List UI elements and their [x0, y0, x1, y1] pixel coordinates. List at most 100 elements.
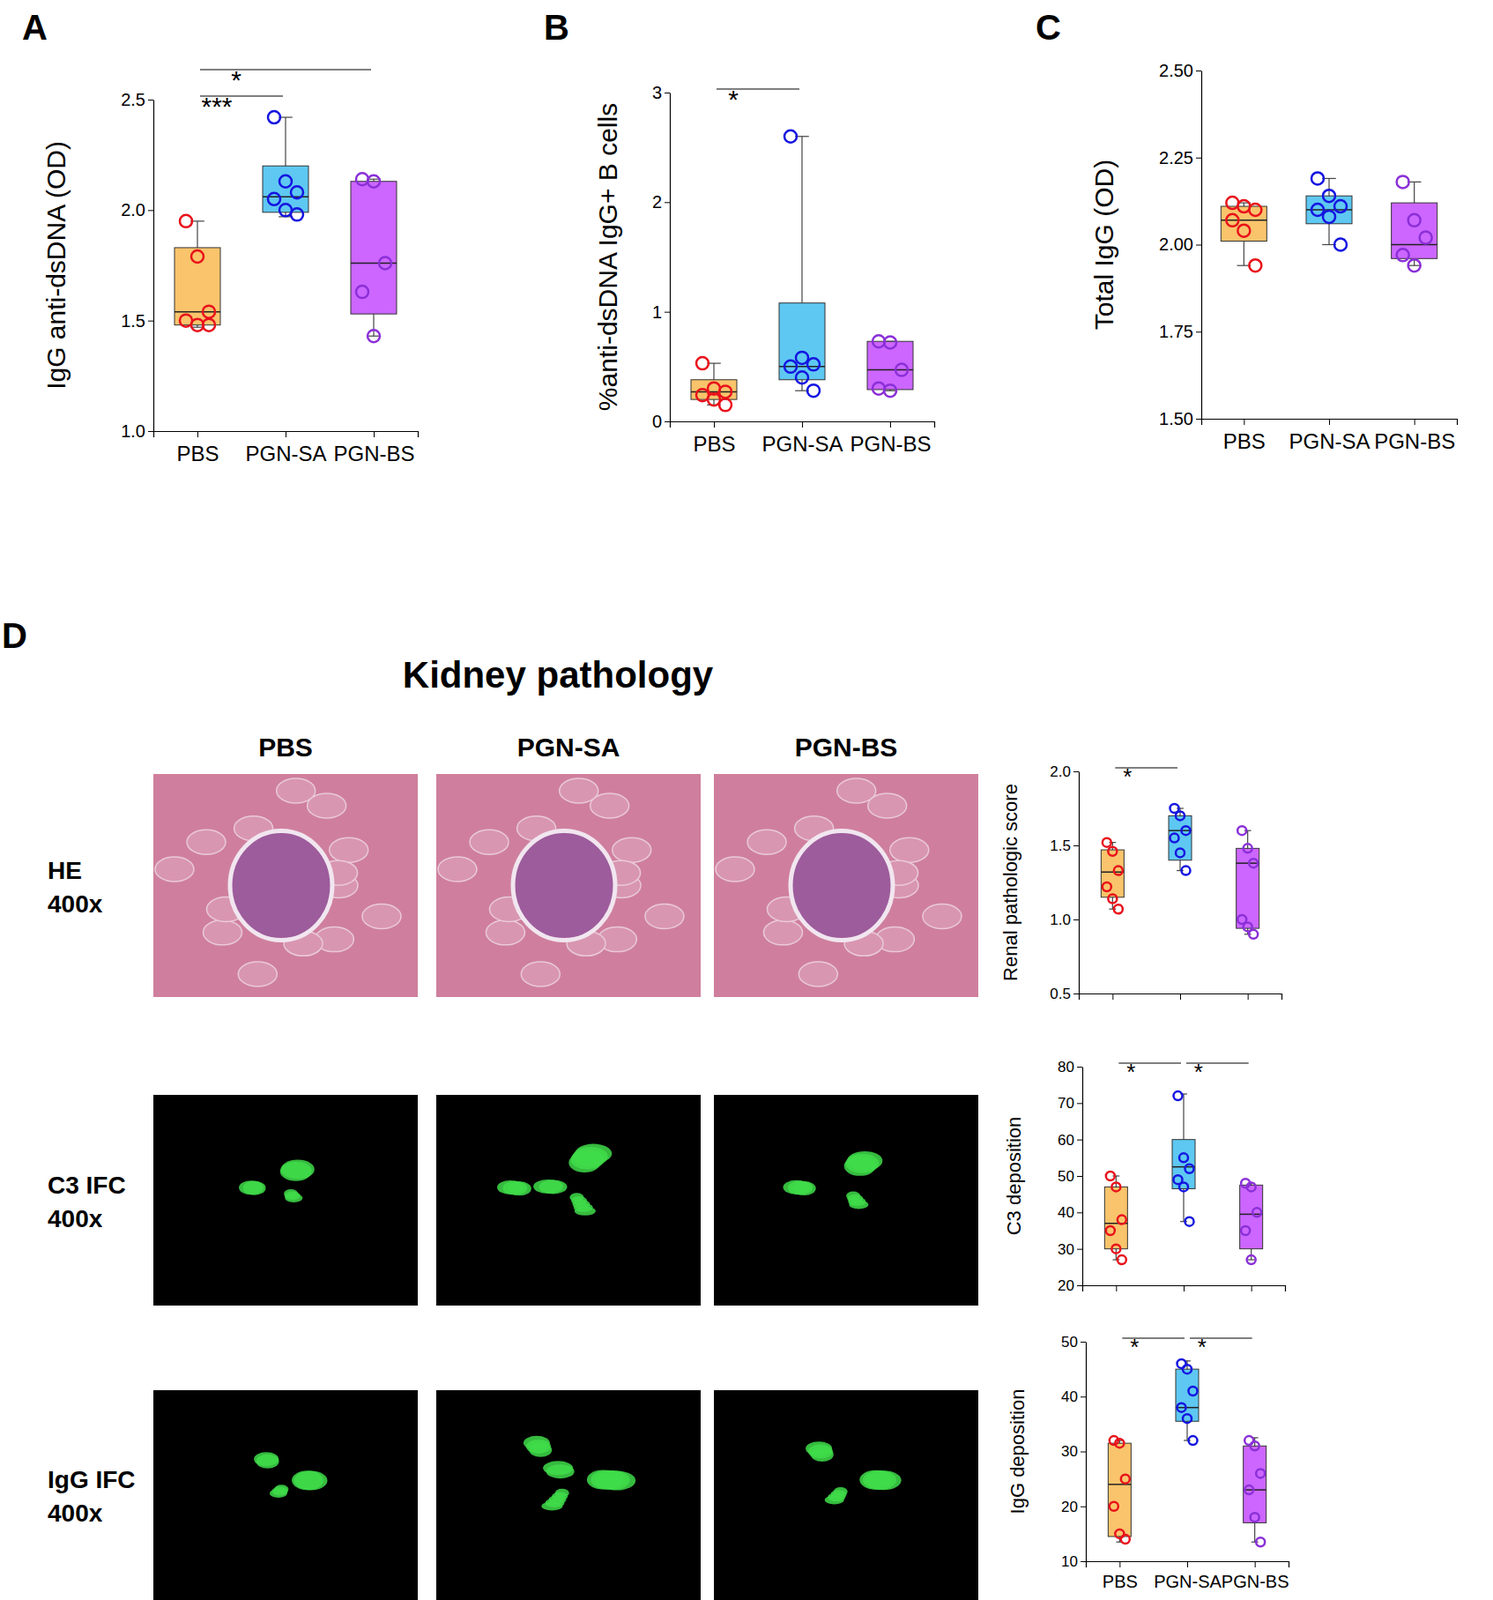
tubule	[747, 829, 787, 855]
y-tick-label: 1.0	[120, 421, 146, 441]
y-axis: 1020304050	[1061, 1333, 1086, 1570]
y-tick: 1.5	[120, 311, 154, 331]
fluorescence	[805, 1441, 832, 1456]
data-point	[1255, 1537, 1265, 1546]
y-tick-label: 2.0	[120, 200, 146, 220]
y-tick-mark	[1195, 245, 1202, 246]
median	[1391, 244, 1438, 246]
y-tick-mark	[1077, 1211, 1083, 1213]
y-tick: 2.5	[120, 89, 154, 110]
y-tick: 1	[652, 302, 670, 322]
data-point	[1185, 1164, 1195, 1174]
y-axis: 20304050607080	[1057, 1058, 1083, 1294]
box	[1240, 1184, 1263, 1248]
data-point	[1121, 1534, 1130, 1544]
data-point	[290, 185, 304, 199]
image-background	[436, 773, 701, 997]
tubule	[520, 961, 560, 987]
y-tick-mark	[1195, 157, 1202, 159]
y-axis-line	[153, 100, 155, 432]
y-tick: 40	[1057, 1203, 1083, 1221]
ifc-micrograph	[153, 1094, 418, 1306]
y-tick-label: 2.5	[120, 89, 146, 110]
y-tick-mark	[1080, 1341, 1086, 1343]
significance-label: ***	[200, 91, 232, 121]
data-point	[1182, 1413, 1192, 1423]
data-point	[1243, 843, 1253, 853]
median	[867, 369, 914, 372]
median	[174, 311, 221, 313]
box	[1104, 1186, 1128, 1248]
significance-label: *	[1129, 1333, 1139, 1360]
y-tick-label: 1.0	[1049, 911, 1071, 929]
y-tick: 20	[1057, 1277, 1083, 1294]
tubule	[202, 920, 242, 945]
x-tick-mark	[1329, 418, 1330, 425]
x-tick-mark	[1243, 418, 1245, 425]
he-micrograph	[436, 773, 701, 997]
data-point	[1181, 825, 1191, 835]
x-tick: PBS	[176, 430, 219, 466]
x-tick: PGN-SA	[1153, 1560, 1222, 1591]
x-tick-mark	[1187, 1560, 1189, 1568]
y-tick: 70	[1057, 1094, 1083, 1112]
data-point	[1173, 1091, 1183, 1100]
data-point	[267, 193, 281, 206]
y-axis-title: C3 deposition	[1002, 1116, 1026, 1236]
data-point	[1121, 1474, 1130, 1484]
fluorescence	[533, 1179, 564, 1194]
data-point	[1237, 825, 1247, 835]
panel-label: A	[22, 7, 48, 47]
x-axis-line	[1202, 419, 1458, 426]
y-tick-label: 50	[1061, 1333, 1078, 1351]
x-tick: PGN-BS	[1221, 1560, 1290, 1591]
y-tick: 2.0	[120, 200, 154, 220]
y-tick: 80	[1057, 1058, 1083, 1076]
y-tick-label: 40	[1057, 1203, 1075, 1221]
panel-label: C	[1035, 7, 1062, 47]
x-tick-label: PBS	[1223, 429, 1266, 454]
median	[1175, 1406, 1199, 1409]
significance-bracket	[200, 68, 372, 70]
median	[1172, 1166, 1196, 1168]
x-tick-mark	[373, 430, 375, 438]
y-axis-title: Total IgG (OD)	[1089, 159, 1119, 330]
data-point	[267, 111, 281, 124]
x-axis	[1079, 993, 1283, 1000]
y-tick-label: 40	[1061, 1388, 1078, 1405]
significance-label: *	[1126, 1058, 1136, 1085]
y-tick-label: 2.0	[1049, 763, 1071, 780]
data-point	[1177, 1403, 1187, 1412]
data-point	[1419, 231, 1433, 245]
box	[1172, 1139, 1196, 1189]
x-tick-mark	[1180, 993, 1182, 1000]
x-tick: PGN-SA	[1288, 418, 1370, 454]
tubule	[469, 829, 509, 855]
y-tick-mark	[664, 421, 670, 423]
tubule	[362, 904, 402, 929]
whisker-cap	[1247, 1258, 1256, 1260]
column-header: PBS	[258, 732, 313, 762]
y-tick-mark	[664, 92, 670, 94]
data-point	[1106, 1225, 1115, 1235]
fluorescence	[284, 1193, 303, 1203]
tubule	[590, 793, 630, 818]
data-point	[883, 335, 897, 349]
box-chart: 1020304050PBSPGN-SAPGN-BSIgG deposition*…	[1006, 1333, 1290, 1591]
box	[779, 303, 825, 380]
x-axis	[1083, 1285, 1286, 1292]
data-point	[1181, 866, 1191, 876]
y-tick: 30	[1061, 1442, 1086, 1460]
tubule	[763, 920, 803, 945]
tubule	[186, 829, 226, 855]
y-tick-mark	[664, 311, 670, 313]
fluorescence	[497, 1180, 524, 1195]
data-point	[1396, 175, 1410, 188]
data-point	[1240, 1225, 1250, 1235]
y-tick-label: 2.50	[1158, 60, 1194, 81]
tubule	[155, 856, 194, 882]
data-point	[1322, 189, 1336, 202]
x-axis-line	[1079, 994, 1283, 1001]
y-tick: 2.0	[1049, 763, 1079, 780]
glomerulus	[230, 831, 333, 941]
